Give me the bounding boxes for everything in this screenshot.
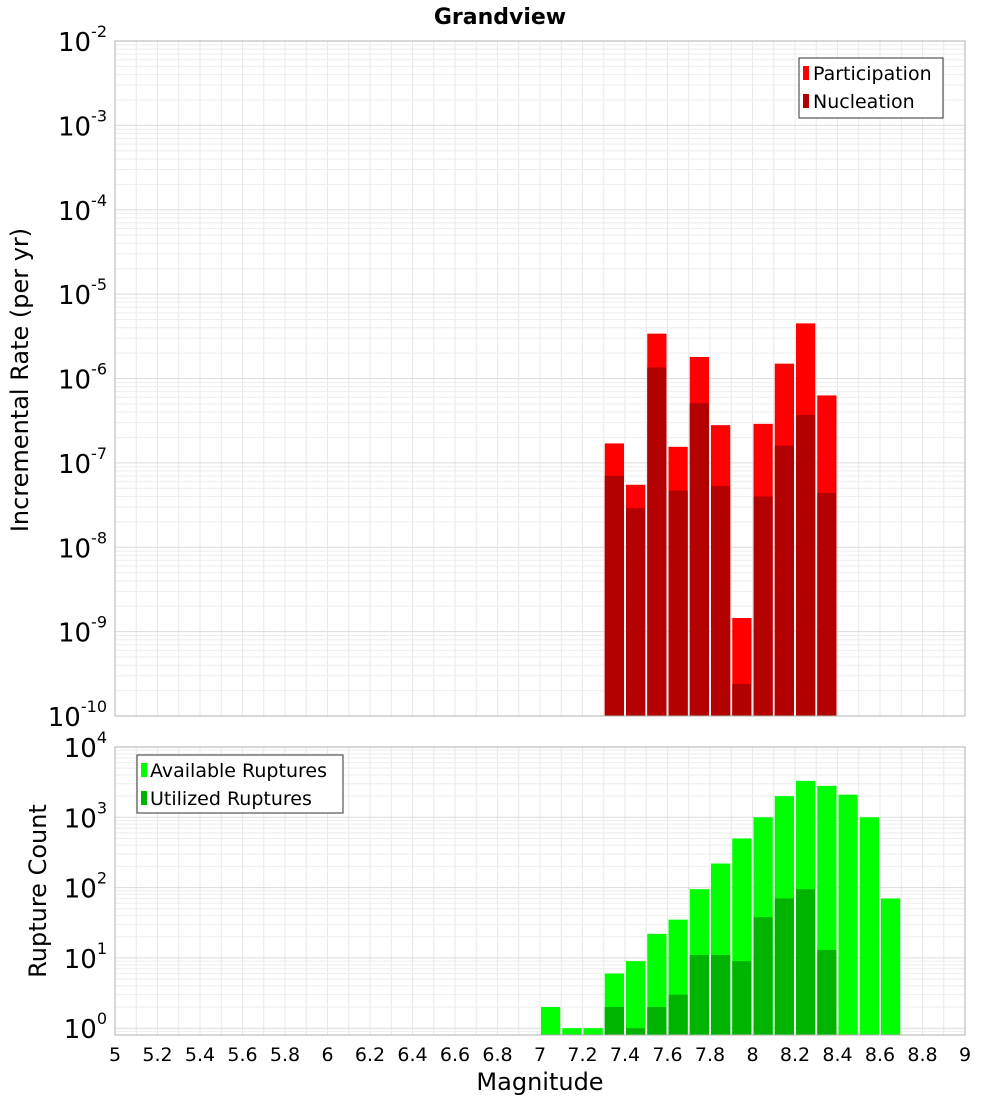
x-tick-label: 5.2 (142, 1044, 172, 1066)
x-tick-label: 5 (109, 1044, 121, 1066)
nucleation-bar (647, 367, 667, 716)
nucleation-bar (753, 496, 773, 716)
nucleation-bar (604, 475, 624, 716)
y-tick-label: 104 (64, 728, 107, 764)
legend-label-participation: Participation (813, 63, 932, 85)
y-tick-label: 10-5 (58, 275, 107, 311)
nucleation-bar (668, 490, 688, 716)
bottom-legend-box (136, 754, 344, 814)
top-y-tick-labels: 10-10 10-9 10-8 10-7 10-6 10-5 10-4 10-3 10-2 (48, 22, 107, 733)
x-tick-label: 7.6 (652, 1044, 682, 1066)
y-tick-label: 10-8 (58, 528, 107, 564)
nucleation-bar (689, 403, 709, 716)
bottom-legend: Available Ruptures Utilized Ruptures (136, 754, 344, 814)
x-tick-labels: 5 5.2 5.4 5.6 5.8 6 6.2 6.4 6.6 6.8 7 7.2 7.4 7.6 7.8 8… (109, 1044, 971, 1066)
nucleation-bar (626, 508, 646, 716)
available-bar (541, 1007, 561, 1035)
y-tick-label: 100 (64, 1009, 107, 1045)
legend-swatch-participation (803, 66, 809, 80)
y-tick-label: 10-10 (48, 697, 107, 733)
nucleation-bar (732, 683, 752, 716)
utilized-bar (689, 954, 709, 1035)
x-tick-label: 6.8 (482, 1044, 512, 1066)
bottom-y-tick-labels: 100 101 102 103 104 (64, 728, 107, 1045)
y-tick-label: 102 (64, 869, 107, 905)
x-tick-label: 8 (746, 1044, 758, 1066)
utilized-bar (647, 1007, 667, 1035)
utilized-bar (753, 917, 773, 1035)
top-legend-box (798, 57, 944, 119)
chart-title: Grandview (434, 5, 566, 30)
legend-label-available: Available Ruptures (150, 760, 327, 782)
utilized-bar (796, 889, 816, 1035)
legend-label-utilized: Utilized Ruptures (150, 788, 312, 810)
nucleation-bar (796, 414, 816, 716)
top-legend: Participation Nucleation (798, 57, 944, 119)
x-tick-label: 6.2 (355, 1044, 385, 1066)
available-bar (626, 961, 646, 1035)
x-tick-label: 6.6 (440, 1044, 470, 1066)
legend-swatch-utilized (141, 791, 147, 805)
x-tick-label: 5.6 (227, 1044, 257, 1066)
x-tick-label: 7.4 (610, 1044, 640, 1066)
top-bars (604, 323, 837, 716)
x-tick-label: 5.8 (270, 1044, 300, 1066)
utilized-bar (817, 949, 837, 1035)
top-grid (114, 40, 966, 717)
x-tick-label: 5.4 (185, 1044, 215, 1066)
y-tick-label: 10-9 (58, 613, 107, 649)
utilized-bar (668, 994, 688, 1035)
available-bar (838, 794, 858, 1035)
nucleation-bar (817, 492, 837, 716)
y-tick-label: 10-4 (58, 191, 107, 227)
x-tick-label: 7.8 (695, 1044, 725, 1066)
top-plot-border (114, 40, 966, 717)
y-tick-label: 10-2 (58, 22, 107, 58)
legend-swatch-nucleation (803, 94, 809, 108)
x-tick-label: 8.8 (907, 1044, 937, 1066)
available-bar (562, 1028, 582, 1035)
x-tick-label: 8.2 (780, 1044, 810, 1066)
x-tick-label: 8.4 (822, 1044, 852, 1066)
bottom-plot-border (114, 746, 966, 1036)
bottom-bars (541, 780, 901, 1035)
available-bar (583, 1028, 603, 1035)
x-tick-label: 6 (321, 1044, 333, 1066)
y-tick-label: 103 (64, 798, 107, 834)
y-tick-label: 10-6 (58, 360, 107, 396)
bottom-panel: 100 101 102 103 104 5 5.2 5.4 5.6 5.8 6 6.2 6.4 6.6 6… (24, 728, 971, 1096)
x-tick-label: 6.4 (397, 1044, 427, 1066)
x-axis-label: Magnitude (476, 1068, 603, 1096)
nucleation-bar (711, 486, 731, 716)
utilized-bar (732, 961, 752, 1035)
x-tick-label: 8.6 (865, 1044, 895, 1066)
nucleation-bar (774, 445, 794, 716)
available-bar (881, 898, 901, 1035)
utilized-bar (711, 954, 731, 1035)
top-panel: 10-10 10-9 10-8 10-7 10-6 10-5 10-4 10-3 10-2 In… (6, 22, 966, 733)
x-tick-label: 7.2 (567, 1044, 597, 1066)
available-bar (859, 817, 879, 1035)
top-y-axis-label: Incremental Rate (per yr) (6, 228, 34, 532)
y-tick-label: 10-7 (58, 444, 107, 480)
utilized-bar (604, 1007, 624, 1035)
utilized-bar (774, 898, 794, 1035)
utilized-bar (626, 1028, 646, 1035)
bottom-y-axis-label: Rupture Count (24, 804, 52, 978)
y-tick-label: 101 (64, 939, 107, 975)
x-tick-label: 9 (959, 1044, 971, 1066)
x-tick-label: 7 (534, 1044, 546, 1066)
y-tick-label: 10-3 (58, 106, 107, 142)
legend-swatch-available (141, 763, 147, 777)
legend-label-nucleation: Nucleation (813, 91, 915, 113)
